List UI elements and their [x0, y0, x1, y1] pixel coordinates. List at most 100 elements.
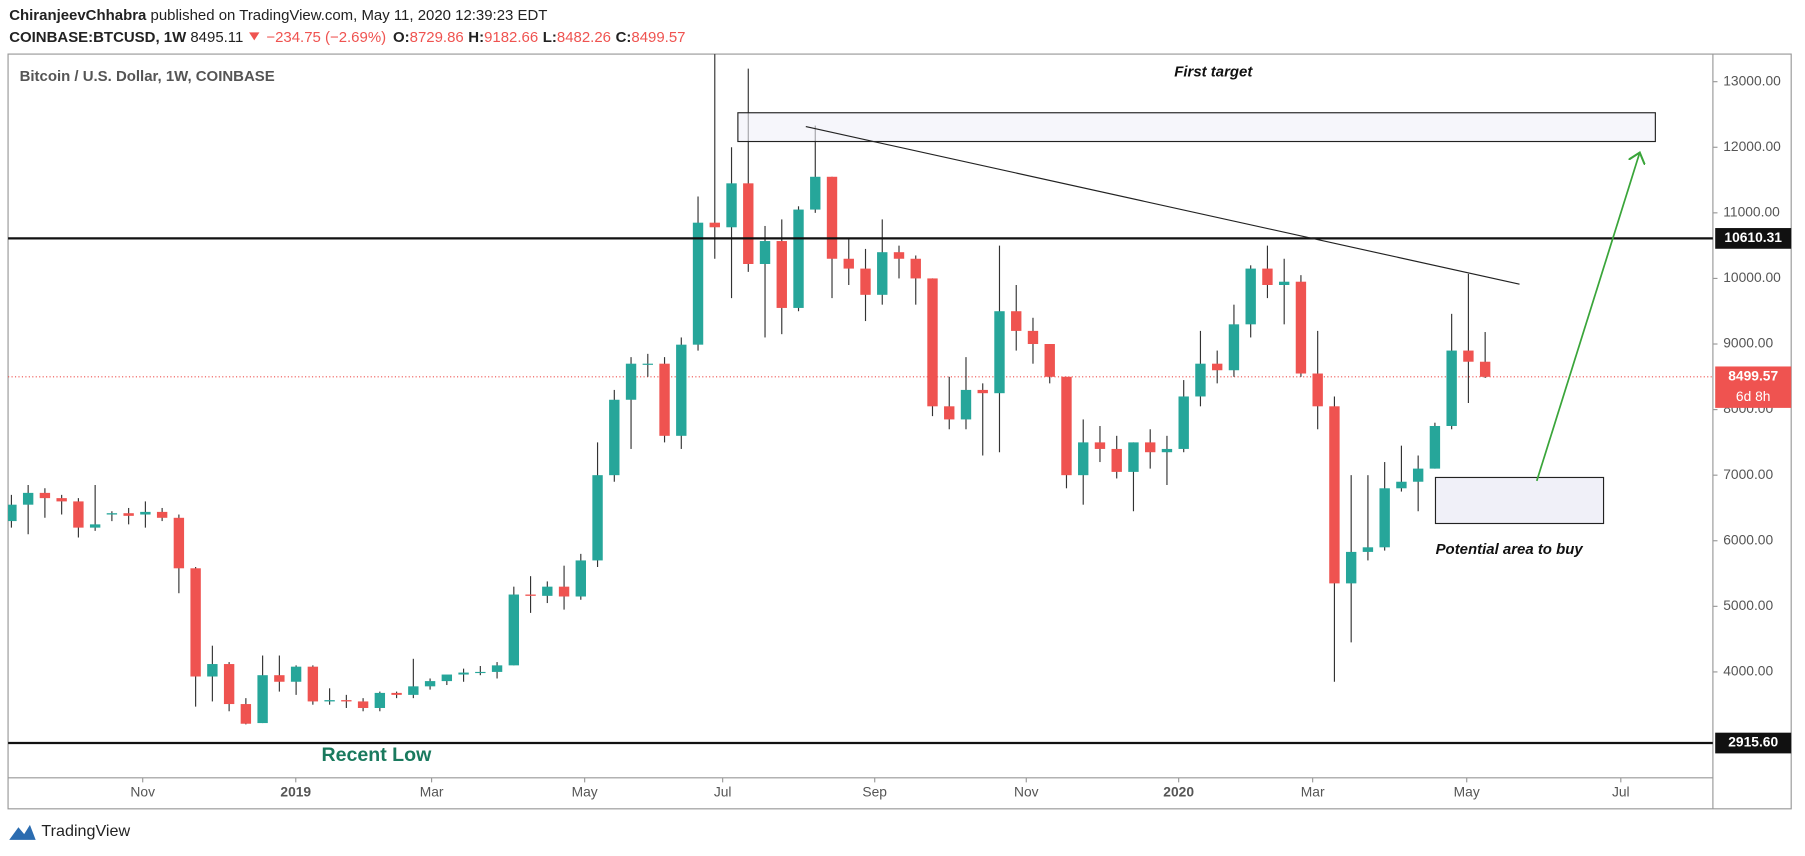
candle-body — [692, 222, 704, 345]
level-tag — [1715, 732, 1792, 754]
last-price-tag — [1715, 366, 1792, 408]
ohlc-label: H: — [468, 29, 484, 46]
candle-body — [1429, 425, 1441, 469]
x-tick-label: Jul — [1612, 783, 1630, 799]
candle-body — [173, 517, 185, 569]
x-tick-label: Mar — [1301, 783, 1325, 799]
x-tick-label: 2020 — [1163, 783, 1194, 799]
header-line-2: COINBASE:BTCUSD, 1W 8495.11 −234.75 (−2.6… — [9, 29, 685, 46]
level-label: 10610.31 — [1724, 229, 1782, 245]
candle-body — [475, 671, 486, 674]
ohlc-value: 9182.66 — [484, 29, 538, 46]
low-label: Recent Low — [322, 744, 433, 766]
candle-body — [1245, 268, 1256, 325]
candle-body — [609, 399, 620, 476]
y-tick-label: 9000.00 — [1723, 335, 1773, 351]
candle-body — [8, 504, 17, 522]
candle-body — [877, 252, 888, 295]
candle-body — [424, 681, 436, 687]
candle-body — [910, 258, 921, 279]
candle-body — [357, 701, 369, 708]
candle-body — [106, 513, 118, 515]
y-tick-label: 13000.00 — [1723, 72, 1781, 88]
candle-body — [274, 675, 285, 682]
candle-body — [1345, 551, 1357, 584]
candle-body — [1011, 311, 1022, 331]
candle-body — [542, 586, 553, 596]
candle-body — [676, 344, 687, 436]
candle-body — [1412, 468, 1424, 482]
candle-body — [1362, 547, 1374, 552]
frame — [7, 53, 1792, 810]
candle-body — [307, 666, 319, 702]
candle-body — [826, 176, 838, 259]
candle-body — [860, 268, 871, 295]
y-tick-label: 7000.00 — [1723, 466, 1773, 482]
candle-body — [391, 692, 402, 695]
candle-body — [1295, 281, 1307, 374]
candle-body — [843, 258, 854, 269]
candle-body — [1094, 442, 1106, 449]
candle-body — [1446, 350, 1457, 426]
x-tick-label: May — [1454, 783, 1480, 799]
x-tick-label: Nov — [130, 783, 155, 799]
candle-body — [240, 704, 252, 724]
candle-body — [642, 363, 653, 365]
candle-body — [190, 568, 201, 677]
change: −234.75 (−2.69%) — [266, 29, 386, 46]
x-tick-label: Jul — [714, 783, 732, 799]
candle-body — [743, 183, 754, 265]
candle-body — [1212, 363, 1223, 371]
candle-body — [39, 492, 51, 499]
candle-body — [408, 686, 419, 695]
ohlc-label: O: — [393, 29, 410, 46]
header-line-1: ChiranjeevChhabra published on TradingVi… — [9, 7, 547, 24]
candle-body — [893, 252, 905, 259]
candle-body — [123, 513, 134, 516]
level-tag — [1715, 228, 1792, 249]
candle-body — [592, 475, 603, 561]
candle-body — [1396, 481, 1407, 489]
candle-body — [1379, 488, 1390, 548]
ohlc-value: 8499.57 — [631, 29, 685, 46]
candle-body — [458, 672, 469, 675]
candle-body — [759, 241, 771, 265]
candle-body — [140, 511, 151, 515]
candle-body — [1195, 363, 1206, 397]
candle-body — [709, 222, 720, 228]
candle-body — [290, 666, 302, 682]
ohlc-value: 8729.86 — [410, 29, 464, 46]
target-label: First target — [1174, 63, 1253, 80]
candle-body — [324, 700, 335, 702]
candle-body — [960, 389, 972, 420]
x-tick-label: May — [572, 783, 598, 799]
candle-body — [726, 183, 737, 228]
candle-body — [659, 363, 670, 436]
candle-body — [575, 560, 586, 597]
candle-body — [156, 511, 168, 518]
y-tick-label: 5000.00 — [1723, 597, 1773, 613]
ohlc-value: 8482.26 — [557, 29, 611, 46]
candle-body — [223, 664, 235, 705]
candle-body — [257, 675, 268, 724]
candle-body — [1128, 442, 1139, 472]
candle-body — [793, 209, 804, 308]
chart-title: Bitcoin / U.S. Dollar, 1W, COINBASE — [20, 68, 275, 85]
x-tick-label: Sep — [862, 783, 887, 799]
down-arrow-icon — [249, 32, 260, 41]
symbol: COINBASE:BTCUSD, 1W — [9, 29, 187, 46]
candle-body — [1329, 406, 1340, 584]
candle-body — [927, 278, 938, 407]
plot — [8, 54, 1713, 745]
candle-body — [1312, 373, 1323, 407]
candle-body — [977, 389, 988, 394]
countdown-label: 6d 8h — [1736, 388, 1771, 404]
arrow — [1535, 154, 1639, 482]
candle-body — [491, 665, 503, 672]
candle-body — [944, 406, 955, 420]
y-tick-label: 12000.00 — [1723, 138, 1781, 154]
x-tick-label: Mar — [420, 783, 444, 799]
